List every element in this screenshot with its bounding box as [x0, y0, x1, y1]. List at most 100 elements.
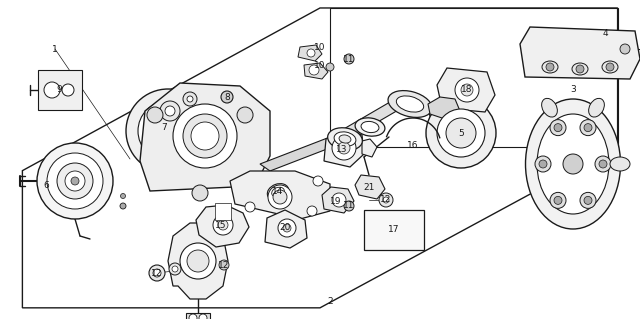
Circle shape: [149, 265, 165, 281]
Polygon shape: [265, 210, 307, 248]
Text: 3: 3: [570, 85, 576, 93]
Text: 12: 12: [218, 261, 230, 270]
Circle shape: [218, 220, 228, 230]
Circle shape: [313, 176, 323, 186]
Circle shape: [550, 192, 566, 208]
Circle shape: [546, 63, 554, 71]
Circle shape: [183, 114, 227, 158]
Circle shape: [332, 193, 346, 207]
Circle shape: [307, 206, 317, 216]
Circle shape: [126, 89, 210, 173]
Text: 7: 7: [161, 122, 167, 131]
Text: 11: 11: [343, 202, 355, 211]
Ellipse shape: [542, 61, 558, 73]
Circle shape: [180, 243, 216, 279]
Circle shape: [554, 124, 562, 132]
Ellipse shape: [537, 114, 609, 214]
Circle shape: [344, 201, 354, 211]
Ellipse shape: [272, 187, 284, 197]
Text: 17: 17: [388, 226, 400, 234]
Text: 12: 12: [151, 269, 163, 278]
Text: 15: 15: [215, 220, 227, 229]
Text: 20: 20: [279, 224, 291, 233]
Ellipse shape: [525, 99, 621, 229]
Polygon shape: [330, 102, 400, 144]
Text: 13: 13: [336, 145, 348, 153]
Circle shape: [584, 197, 592, 204]
Circle shape: [120, 203, 126, 209]
Ellipse shape: [339, 135, 351, 143]
Circle shape: [62, 84, 74, 96]
Polygon shape: [437, 68, 495, 112]
Text: 6: 6: [43, 181, 49, 189]
Circle shape: [172, 266, 178, 272]
Text: 5: 5: [458, 129, 464, 137]
Text: 16: 16: [407, 142, 419, 151]
Ellipse shape: [355, 118, 385, 136]
Circle shape: [326, 63, 334, 71]
Ellipse shape: [361, 122, 379, 133]
Circle shape: [65, 171, 85, 191]
Circle shape: [191, 122, 219, 150]
Circle shape: [383, 197, 389, 203]
Circle shape: [192, 185, 208, 201]
Circle shape: [245, 202, 255, 212]
Polygon shape: [196, 205, 249, 247]
Circle shape: [160, 101, 180, 121]
Ellipse shape: [541, 98, 557, 117]
Circle shape: [606, 63, 614, 71]
Text: 9: 9: [56, 85, 62, 94]
Ellipse shape: [396, 96, 424, 112]
Text: 8: 8: [224, 93, 230, 101]
Polygon shape: [362, 139, 377, 157]
Ellipse shape: [328, 128, 362, 150]
Circle shape: [147, 107, 163, 123]
Circle shape: [219, 260, 229, 270]
Circle shape: [595, 156, 611, 172]
Polygon shape: [215, 203, 231, 220]
Circle shape: [455, 78, 479, 102]
Circle shape: [338, 142, 350, 154]
Circle shape: [620, 44, 630, 54]
Text: 14: 14: [272, 188, 284, 197]
Text: 19: 19: [330, 197, 342, 205]
Circle shape: [37, 143, 113, 219]
Ellipse shape: [589, 98, 604, 117]
Text: 11: 11: [343, 55, 355, 63]
Circle shape: [268, 185, 292, 209]
Circle shape: [550, 120, 566, 136]
Circle shape: [580, 120, 596, 136]
Circle shape: [146, 109, 190, 153]
Circle shape: [169, 263, 181, 275]
Text: 1: 1: [52, 44, 58, 54]
Circle shape: [44, 82, 60, 98]
Circle shape: [283, 224, 291, 232]
Circle shape: [309, 65, 319, 75]
Circle shape: [156, 119, 180, 143]
Circle shape: [187, 250, 209, 272]
Circle shape: [183, 92, 197, 106]
Text: 21: 21: [364, 182, 374, 191]
FancyBboxPatch shape: [364, 210, 424, 250]
Ellipse shape: [602, 61, 618, 73]
Circle shape: [344, 54, 354, 64]
Text: 4: 4: [602, 29, 608, 39]
Circle shape: [554, 197, 562, 204]
Ellipse shape: [572, 63, 588, 75]
Text: 2: 2: [327, 296, 333, 306]
Polygon shape: [186, 313, 210, 319]
Circle shape: [599, 160, 607, 168]
Circle shape: [173, 104, 237, 168]
Text: 10: 10: [314, 42, 326, 51]
Circle shape: [47, 153, 103, 209]
Circle shape: [120, 194, 125, 198]
Circle shape: [461, 84, 473, 96]
Polygon shape: [38, 70, 82, 110]
Circle shape: [165, 106, 175, 116]
Ellipse shape: [334, 132, 356, 146]
Polygon shape: [260, 137, 340, 171]
Polygon shape: [298, 45, 322, 61]
Circle shape: [57, 163, 93, 199]
Ellipse shape: [388, 91, 432, 117]
Polygon shape: [355, 175, 385, 199]
